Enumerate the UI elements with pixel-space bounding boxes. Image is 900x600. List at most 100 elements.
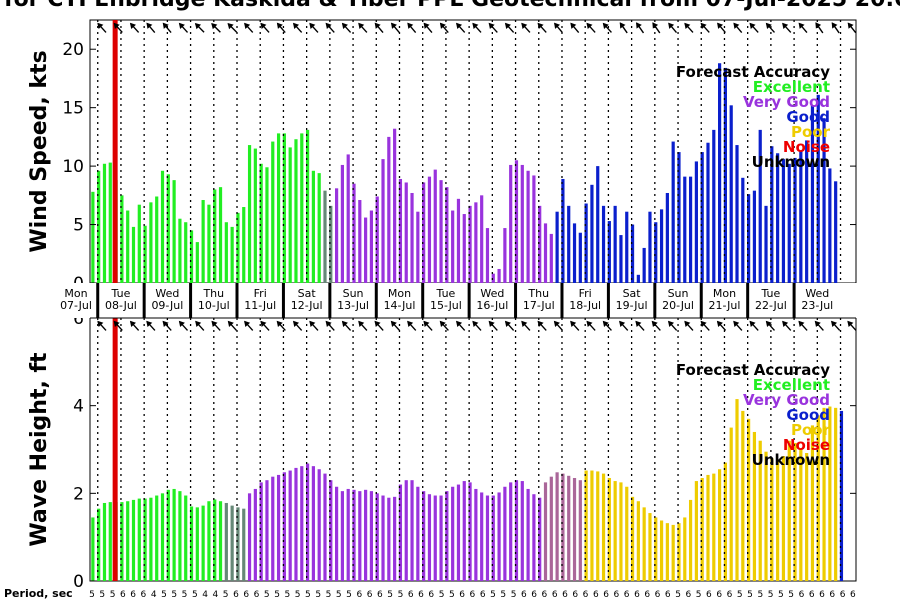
wind-bar [688,176,693,283]
day-name: Mon [713,287,736,300]
wind-bar [166,174,170,283]
wave-bar [236,507,240,581]
day-name: Thu [202,287,224,300]
wind-direction-arrow [178,22,189,33]
day-date: 08-Jul [105,299,137,312]
arrow-head [178,22,185,30]
wind-bar [555,211,559,283]
wave-bar [648,513,652,581]
wind-bar [816,94,820,283]
wave-bar [288,470,292,581]
wind-bar [288,147,292,283]
arrow-head [602,320,609,328]
arrow-head [636,22,642,29]
wind-bar [659,209,664,283]
wave-bar [642,507,646,581]
wind-ytick-label: 5 [73,216,84,236]
arrow-head [684,320,691,328]
arrow-head [423,22,430,29]
wind-bar [799,150,803,283]
arrow-head [831,22,838,29]
arrow-head [716,320,723,328]
period-value: 5 [171,590,177,600]
arrow-head [488,22,495,30]
wind-bar [642,247,646,283]
arrow-head [537,22,544,30]
arrow-head [798,320,805,328]
wind-direction-arrow [749,22,759,33]
wave-bar [822,407,826,581]
wind-bar [427,176,432,283]
wave-bar [416,486,420,581]
wind-bar [236,212,240,283]
wave-bar [555,472,559,581]
arrow-head [782,22,789,30]
wind-bar [108,162,112,283]
wind-bar [654,222,658,283]
arrow-head [309,22,316,30]
wave-direction-arrow [570,320,580,331]
wave-bar [613,481,617,581]
wave-bar [503,486,507,581]
arrow-head [635,320,642,328]
wind-direction-arrow [211,23,221,33]
wave-bar [91,517,95,581]
wind-direction-arrow [309,22,319,33]
arrow-head [815,22,822,29]
day-date: 21-Jul [709,299,741,312]
period-value: 6 [716,590,722,600]
wind-bar [514,160,519,283]
wind-bar [520,164,524,283]
wind-bar [393,128,397,283]
wind-bar [543,223,548,283]
arrow-head [652,22,659,29]
wave-bar [282,472,286,581]
wave-direction-arrow [847,320,857,331]
period-value: 5 [490,590,496,600]
arrow-head [423,320,430,328]
wave-bar [659,520,664,581]
wave-bar [352,489,356,581]
wind-bar [305,129,310,283]
arrow-head [456,22,463,30]
wind-bar [607,221,611,283]
arrow-head [129,22,136,30]
day-name: Sat [623,287,642,300]
period-value: 6 [614,590,620,600]
wave-bar [834,407,838,581]
wind-direction-arrow [407,22,417,34]
wave-bar [770,458,774,581]
wave-bar [462,481,466,581]
wave-bar [253,488,257,581]
arrow-head [700,320,707,328]
arrow-head [472,320,479,328]
wind-bar [578,232,582,283]
wave-bar [468,482,472,581]
wave-ytick-label: 4 [73,397,84,417]
wave-bar [596,471,600,581]
wind-bar [451,210,455,283]
wave-ytick-label: 2 [73,484,84,504]
wave-bar [607,477,611,581]
wind-bar [601,205,606,283]
wind-bar [549,233,553,283]
wind-bar [572,223,577,283]
wave-direction-arrow [423,320,433,331]
day-date: 14-Jul [384,299,416,312]
wave-bar [294,467,298,581]
wave-bar [433,495,437,581]
wind-direction-arrow [537,22,547,33]
day-date: 17-Jul [523,299,555,312]
arrow-head [831,320,838,328]
period-value: 6 [840,590,846,600]
wind-direction-arrow [194,23,205,33]
wave-direction-arrow [260,320,270,331]
wave-bar [694,481,698,581]
wind-bar [781,159,786,283]
wind-bar [340,164,344,283]
wind-direction-arrow [636,22,645,34]
wind-ytick-label: 15 [62,99,84,119]
wind-ytick-label: 20 [62,40,84,60]
arrow-head [390,320,397,328]
arrow-head [668,22,675,29]
